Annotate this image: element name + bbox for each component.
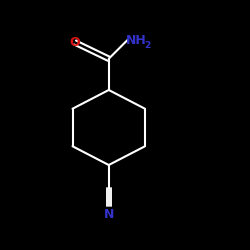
Text: O: O [70,36,80,49]
Text: NH: NH [126,34,147,46]
Text: 2: 2 [144,41,151,50]
Text: N: N [104,208,114,221]
